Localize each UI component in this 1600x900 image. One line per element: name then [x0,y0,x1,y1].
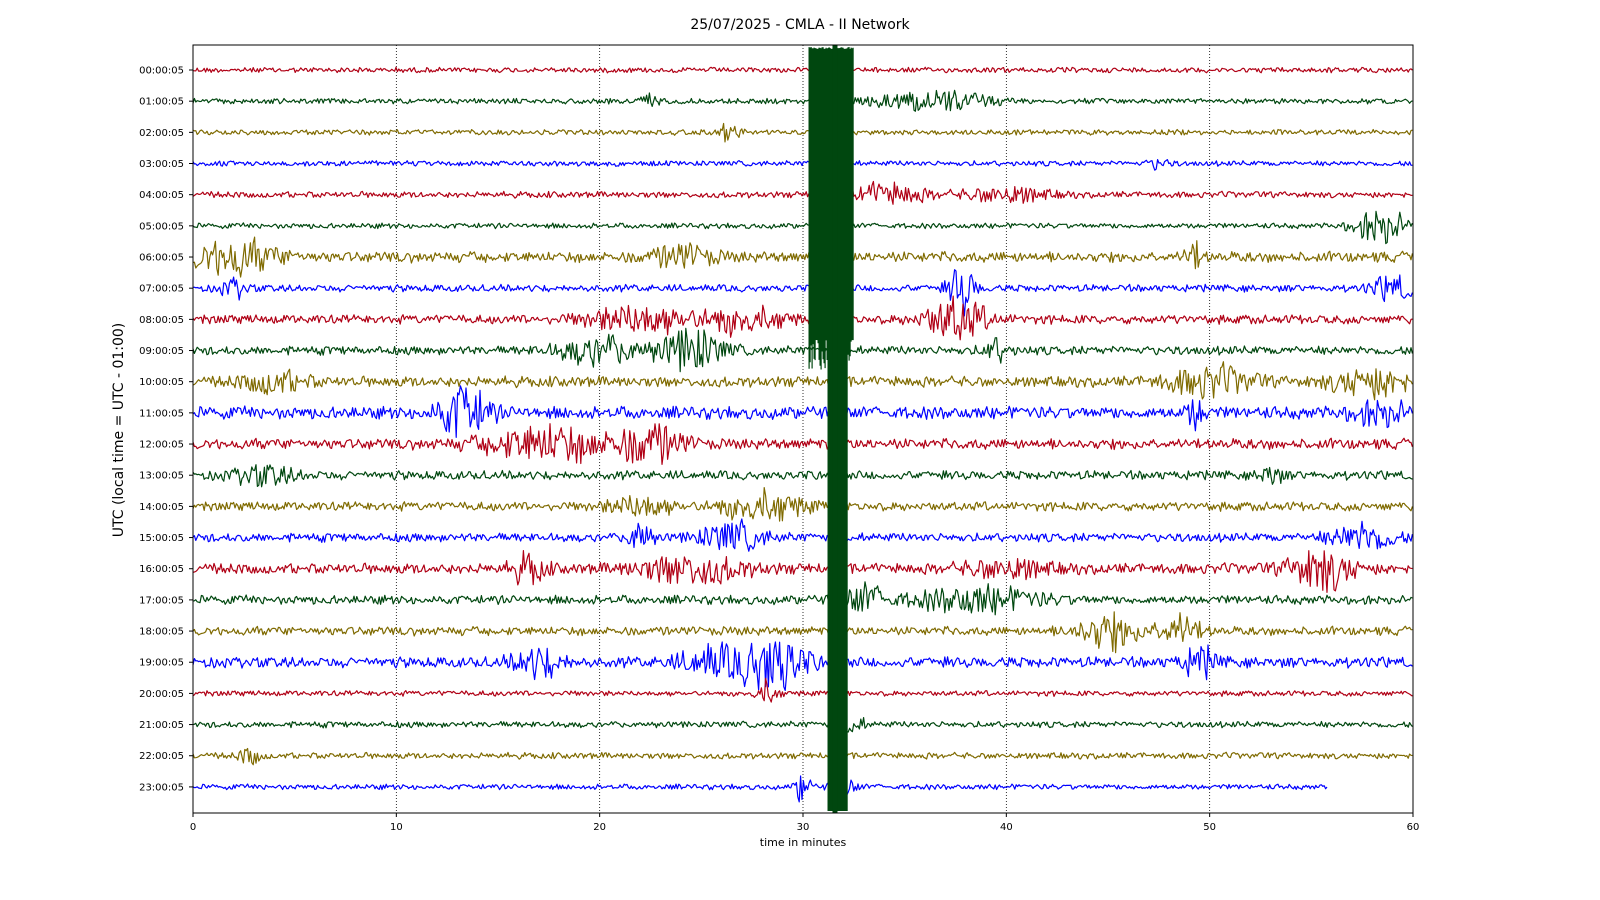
trace-15:00:05 [192,518,1413,552]
y-tick-label: 21:00:05 [139,720,184,731]
trace-21:00:05 [192,717,1413,733]
x-tick-label: 10 [390,822,403,833]
trace-22:00:05 [192,747,1413,766]
trace-04:00:05 [192,180,1413,205]
y-tick-label: 05:00:05 [139,221,184,232]
trace-14:00:05 [192,487,1413,522]
x-axis: 0 10 20 30 40 50 60 [190,813,1420,833]
trace-02:00:05 [192,122,1413,143]
y-tick-label: 08:00:05 [139,315,184,326]
y-tick-label: 22:00:05 [139,751,184,762]
saturated-event-trace [808,47,854,811]
trace-01:00:05 [192,89,1413,112]
y-tick-label: 12:00:05 [139,440,184,451]
trace-18:00:05 [192,611,1413,654]
y-tick-label: 20:00:05 [139,689,184,700]
trace-17:00:05 [192,581,1413,616]
x-tick-label: 50 [1203,822,1216,833]
y-tick-label: 15:00:05 [139,533,184,544]
chart-title: 25/07/2025 - CMLA - II Network [690,17,910,33]
trace-19:00:05 [192,641,1413,691]
x-tick-label: 0 [190,822,196,833]
y-tick-label: 16:00:05 [139,564,184,575]
y-tick-label: 04:00:05 [139,190,184,201]
y-tick-label: 19:00:05 [139,658,184,669]
trace-05:00:05 [192,210,1413,245]
y-tick-label: 13:00:05 [139,471,184,482]
y-tick-label: 09:00:05 [139,346,184,357]
saturated-event-streak [832,45,838,813]
trace-16:00:05 [192,550,1413,593]
x-tick-label: 60 [1407,822,1420,833]
trace-06:00:05 [192,236,1413,278]
grid-lines [395,45,1211,813]
y-axis-label: UTC (local time = UTC - 01:00) [111,323,127,538]
y-tick-label: 07:00:05 [139,284,184,295]
x-tick-label: 40 [1000,822,1013,833]
trace-09:00:05 [192,327,1413,373]
y-tick-label: 10:00:05 [139,377,184,388]
trace-11:00:05 [192,385,1413,438]
y-tick-label: 06:00:05 [139,253,184,264]
y-axis: 00:00:05 01:00:05 02:00:05 03:00:05 04:00:05… [139,66,193,793]
trace-08:00:05 [192,295,1413,341]
trace-20:00:05 [192,677,1413,703]
y-tick-label: 01:00:05 [139,97,184,108]
seismic-traces [192,45,1413,813]
trace-00:00:05 [192,66,1413,74]
y-tick-label: 03:00:05 [139,159,184,170]
y-tick-label: 00:00:05 [139,66,184,77]
trace-23:00:05 [192,775,1328,803]
y-tick-label: 18:00:05 [139,627,184,638]
trace-12:00:05 [192,423,1413,465]
trace-13:00:05 [192,464,1413,488]
y-tick-label: 23:00:05 [139,782,184,793]
x-axis-label: time in minutes [760,836,847,849]
y-tick-label: 14:00:05 [139,502,184,513]
y-tick-label: 02:00:05 [139,128,184,139]
trace-10:00:05 [192,361,1413,401]
x-tick-label: 20 [593,822,606,833]
y-tick-label: 11:00:05 [139,408,184,419]
trace-03:00:05 [192,159,1413,171]
y-tick-label: 17:00:05 [139,595,184,606]
x-tick-label: 30 [797,822,810,833]
trace-07:00:05 [192,269,1413,317]
